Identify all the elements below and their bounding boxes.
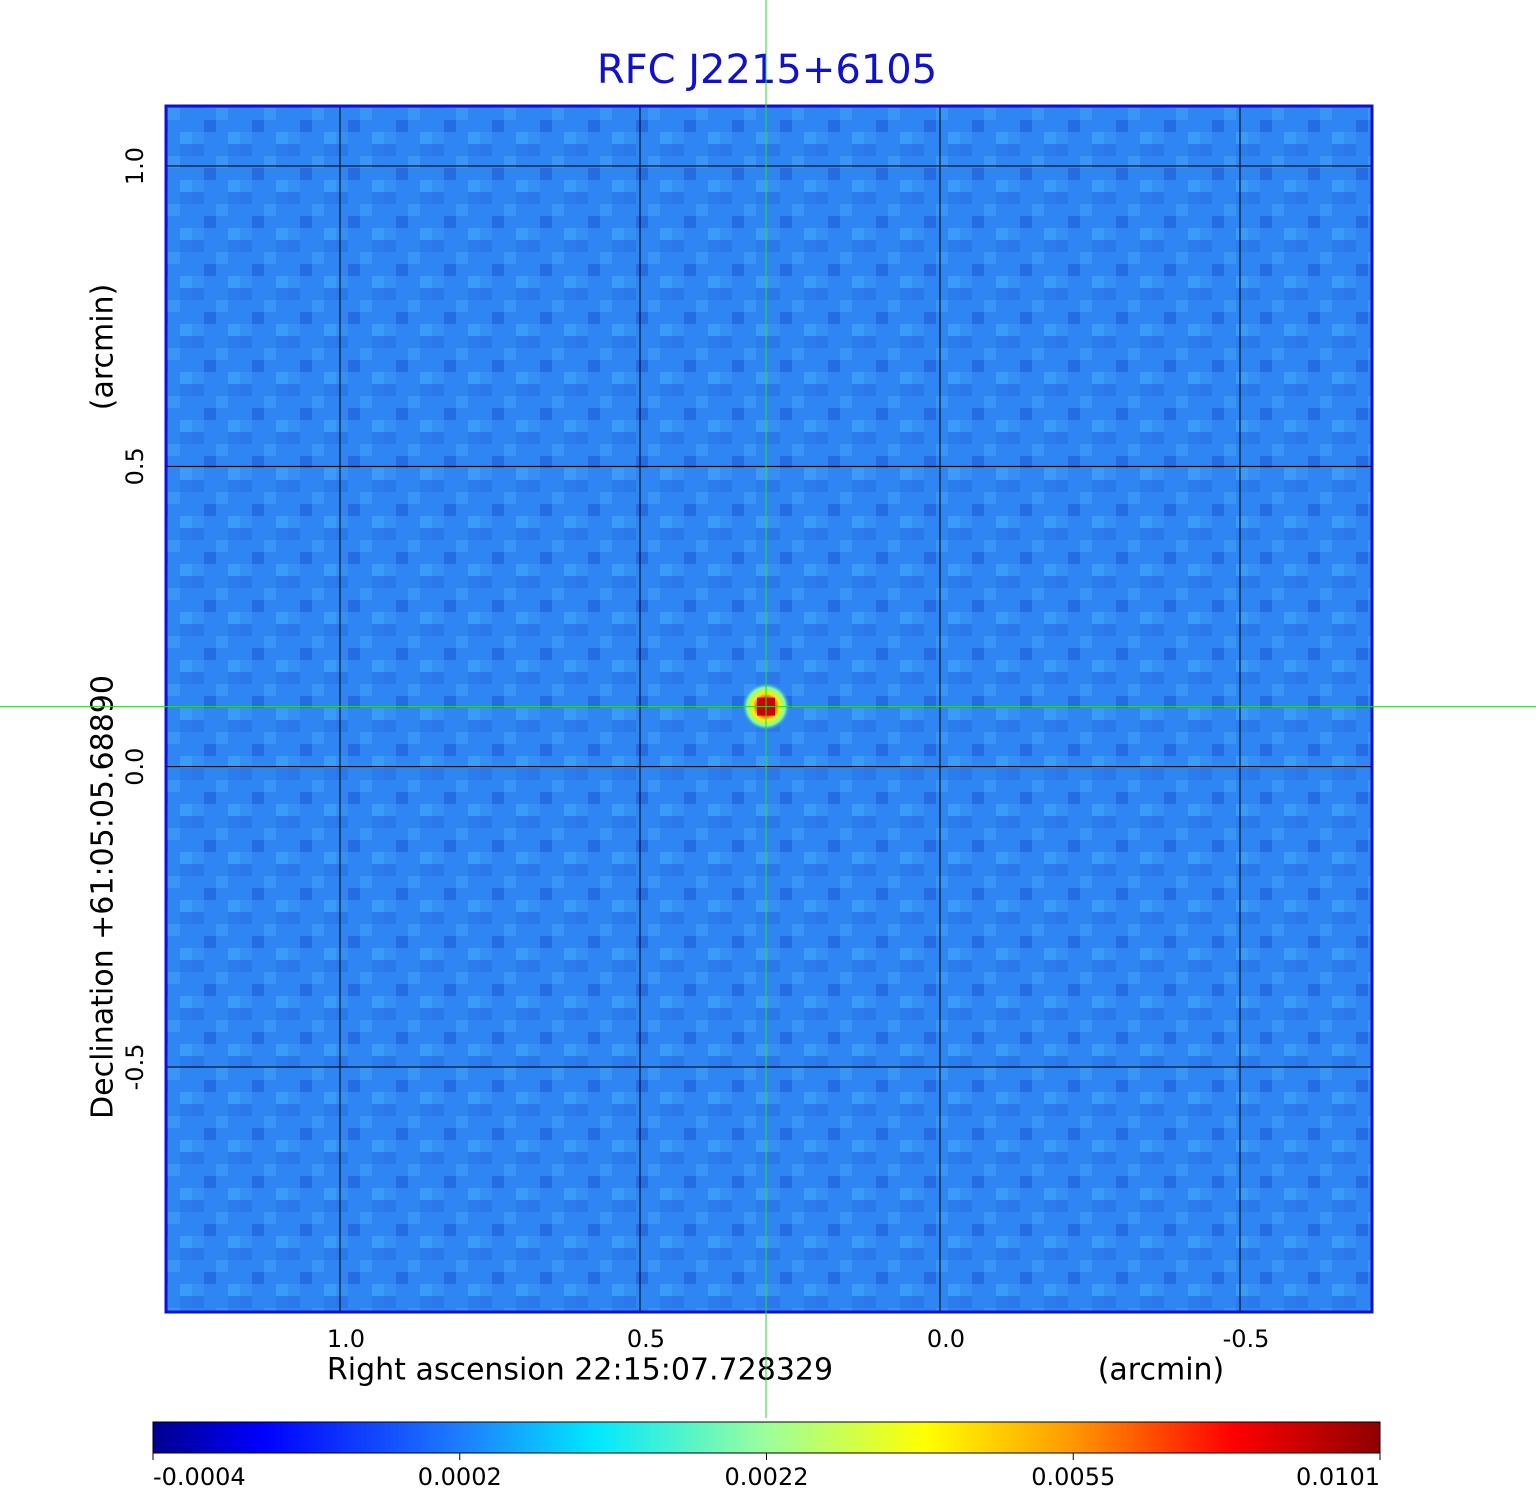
x-tick-label: 0.0 — [927, 1325, 965, 1353]
y-tick-label: -0.5 — [121, 1044, 149, 1091]
y-tick-label: 1.0 — [121, 147, 149, 185]
colorbar-tick-label: 0.0055 — [1031, 1463, 1115, 1491]
x-tick-label: 0.5 — [627, 1325, 665, 1353]
colorbar-tick-label: -0.0004 — [153, 1463, 246, 1491]
chart-title: RFC J2215+6105 — [597, 47, 937, 93]
colorbar-tick-label: 0.0002 — [418, 1463, 502, 1491]
x-axis-unit: (arcmin) — [1098, 1353, 1225, 1388]
x-tick-label: -0.5 — [1223, 1325, 1270, 1353]
colorbar-tick-label: 0.0022 — [725, 1463, 809, 1491]
colorbar — [152, 1421, 1381, 1454]
x-axis-label: Right ascension 22:15:07.728329 — [327, 1353, 833, 1388]
x-tick-label: 1.0 — [327, 1325, 365, 1353]
colorbar-tick-label: 0.0101 — [1296, 1463, 1380, 1491]
y-axis-label: Declination +61:05:05.68890 — [86, 675, 121, 1119]
plot-frame — [164, 104, 1374, 1314]
y-tick-label: 0.5 — [121, 447, 149, 485]
y-tick-label: 0.0 — [121, 748, 149, 786]
y-axis-unit: (arcmin) — [86, 284, 121, 411]
grid — [166, 106, 1372, 1312]
